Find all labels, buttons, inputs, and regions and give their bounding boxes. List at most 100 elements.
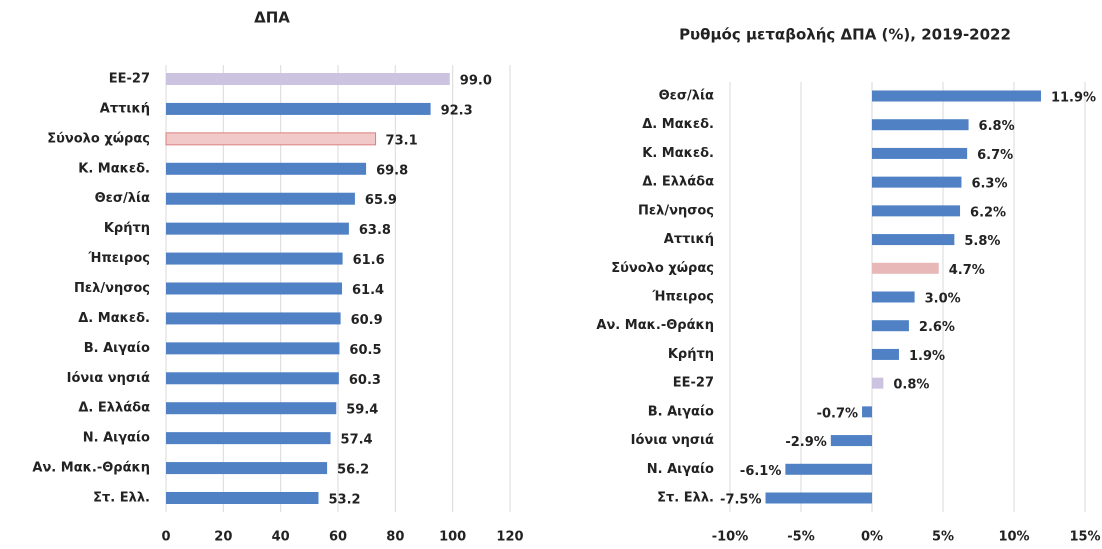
category-label: Δ. Μακεδ. xyxy=(642,117,714,132)
bar xyxy=(862,406,872,418)
bar xyxy=(872,320,909,332)
category-label: Ιόνια νησιά xyxy=(631,433,714,448)
value-label: 60.3 xyxy=(349,373,381,388)
bar xyxy=(872,90,1041,102)
value-label: 73.1 xyxy=(386,133,418,148)
category-label: Αττική xyxy=(100,101,150,116)
bar xyxy=(872,234,955,246)
category-label: Αν. Μακ.-Θράκη xyxy=(596,318,714,333)
category-label: Κ. Μακεδ. xyxy=(642,146,714,161)
category-label: ΕΕ-27 xyxy=(673,376,714,391)
category-label: Στ. Ελλ. xyxy=(657,491,714,506)
x-tick-label: 100 xyxy=(439,530,466,545)
category-label: Πελ/νησος xyxy=(74,281,150,296)
bar xyxy=(166,432,331,445)
category-label: Β. Αιγαίο xyxy=(84,341,150,356)
bar xyxy=(166,312,341,325)
bar xyxy=(166,222,349,235)
bar xyxy=(166,402,337,415)
value-label: -6.1% xyxy=(740,464,781,479)
bar xyxy=(872,176,962,188)
x-tick-label: 10% xyxy=(998,530,1029,545)
x-tick-label: 120 xyxy=(496,530,523,545)
category-label: Β. Αιγαίο xyxy=(648,404,714,419)
bar xyxy=(166,162,367,175)
value-label: 6.2% xyxy=(970,205,1006,220)
bar xyxy=(166,342,340,355)
category-label: Ήπειρος xyxy=(651,290,714,305)
category-label: Σύνολο χώρας xyxy=(47,131,150,146)
value-label: 61.4 xyxy=(352,283,384,298)
x-tick-label: 80 xyxy=(386,530,404,545)
bar xyxy=(166,492,319,504)
value-label: 63.8 xyxy=(359,223,391,238)
category-label: Ιόνια νησιά xyxy=(67,371,150,386)
value-label: 59.4 xyxy=(346,403,378,418)
value-label: 69.8 xyxy=(376,163,408,178)
bar xyxy=(166,73,450,85)
bar xyxy=(785,463,872,475)
value-label: 60.9 xyxy=(351,313,383,328)
x-tick-label: 0% xyxy=(861,530,883,545)
category-label: Θεσ/λία xyxy=(659,89,714,104)
value-label: 56.2 xyxy=(337,463,369,478)
chart-title: Ρυθμός μεταβολής ΔΠΑ (%), 2019-2022 xyxy=(679,26,1011,44)
x-tick-label: 15% xyxy=(1069,530,1100,545)
bar xyxy=(872,348,899,360)
bar xyxy=(166,252,343,265)
category-label: Ν. Αιγαίο xyxy=(647,462,714,477)
category-label: ΕΕ-27 xyxy=(109,72,150,87)
value-label: 6.7% xyxy=(977,148,1013,163)
value-label: 61.6 xyxy=(353,253,385,268)
value-label: 53.2 xyxy=(329,493,361,508)
category-label: Σύνολο χώρας xyxy=(611,261,714,276)
value-label: 3.0% xyxy=(925,292,961,307)
value-label: 65.9 xyxy=(365,193,397,208)
value-label: 4.7% xyxy=(949,263,985,278)
category-label: Ήπειρος xyxy=(87,251,150,266)
bar xyxy=(872,119,969,131)
bar xyxy=(872,291,915,303)
category-label: Θεσ/λία xyxy=(95,191,150,206)
category-label: Ν. Αιγαίο xyxy=(83,431,150,446)
category-label: Κ. Μακεδ. xyxy=(78,161,150,176)
value-label: 11.9% xyxy=(1051,91,1096,106)
x-tick-label: -10% xyxy=(712,530,749,545)
category-label: Στ. Ελλ. xyxy=(93,491,150,506)
bar xyxy=(166,102,431,115)
value-label: -2.9% xyxy=(785,435,826,450)
x-tick-label: 40 xyxy=(272,530,290,545)
category-label: Κρήτη xyxy=(668,347,714,362)
x-tick-label: 60 xyxy=(329,530,347,545)
bar xyxy=(872,147,968,159)
value-label: 0.8% xyxy=(893,378,929,393)
value-label: 6.8% xyxy=(979,119,1015,134)
x-tick-label: -5% xyxy=(787,530,814,545)
value-label: 6.3% xyxy=(971,177,1007,192)
value-label: 60.5 xyxy=(349,343,381,358)
category-label: Δ. Μακεδ. xyxy=(78,311,150,326)
bar xyxy=(166,282,343,295)
bar xyxy=(166,462,328,475)
bar xyxy=(872,377,884,389)
value-label: 1.9% xyxy=(909,349,945,364)
x-tick-label: 20 xyxy=(214,530,232,545)
value-label: 2.6% xyxy=(919,320,955,335)
category-label: Πελ/νησος xyxy=(638,203,714,218)
x-tick-label: 5% xyxy=(932,530,954,545)
bar xyxy=(765,492,872,504)
category-label: Αττική xyxy=(664,232,714,247)
value-label: -7.5% xyxy=(720,493,761,508)
category-label: Δ. Ελλάδα xyxy=(78,401,150,416)
x-tick-label: 0 xyxy=(161,530,170,545)
chart-title: ΔΠΑ xyxy=(254,9,290,27)
category-label: Αν. Μακ.-Θράκη xyxy=(32,461,150,476)
value-label: 57.4 xyxy=(341,433,373,448)
bar xyxy=(872,262,939,274)
bar xyxy=(165,132,377,146)
category-label: Κρήτη xyxy=(104,221,150,236)
value-label: -0.7% xyxy=(817,406,858,421)
category-label: Δ. Ελλάδα xyxy=(642,175,714,190)
value-label: 5.8% xyxy=(964,234,1000,249)
